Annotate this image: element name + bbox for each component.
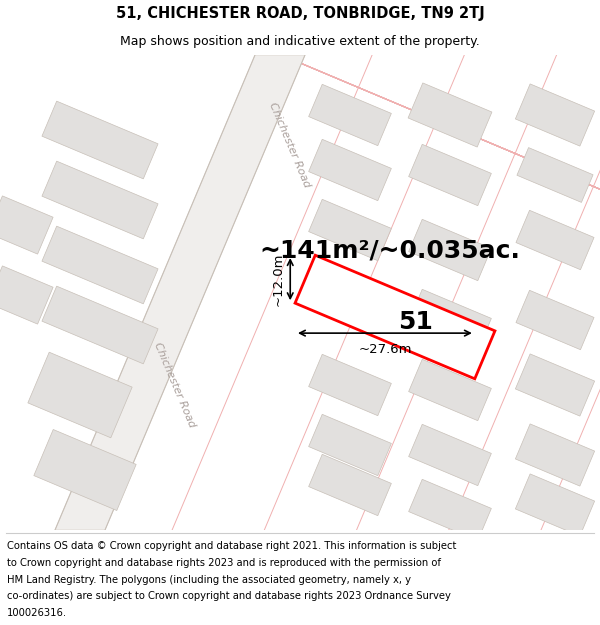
Text: HM Land Registry. The polygons (including the associated geometry, namely x, y: HM Land Registry. The polygons (includin… xyxy=(7,574,411,584)
Polygon shape xyxy=(42,286,158,364)
Polygon shape xyxy=(42,101,158,179)
Polygon shape xyxy=(409,144,491,206)
Text: ~12.0m: ~12.0m xyxy=(272,253,285,306)
Text: to Crown copyright and database rights 2023 and is reproduced with the permissio: to Crown copyright and database rights 2… xyxy=(7,558,441,568)
Polygon shape xyxy=(516,210,594,270)
Polygon shape xyxy=(308,414,391,476)
Polygon shape xyxy=(0,266,53,324)
Polygon shape xyxy=(409,359,491,421)
Polygon shape xyxy=(308,259,391,321)
Text: 51: 51 xyxy=(398,310,433,334)
Polygon shape xyxy=(516,290,594,350)
Polygon shape xyxy=(42,226,158,304)
Polygon shape xyxy=(42,161,158,239)
Polygon shape xyxy=(28,352,132,437)
Polygon shape xyxy=(409,424,491,486)
Polygon shape xyxy=(308,84,391,146)
Polygon shape xyxy=(409,479,491,541)
Text: Map shows position and indicative extent of the property.: Map shows position and indicative extent… xyxy=(120,35,480,48)
Polygon shape xyxy=(308,139,391,201)
Polygon shape xyxy=(409,219,491,281)
Text: ~141m²/~0.035ac.: ~141m²/~0.035ac. xyxy=(260,238,520,262)
Polygon shape xyxy=(308,454,391,516)
Text: Contains OS data © Crown copyright and database right 2021. This information is : Contains OS data © Crown copyright and d… xyxy=(7,541,457,551)
Polygon shape xyxy=(0,196,53,254)
Polygon shape xyxy=(515,84,595,146)
Polygon shape xyxy=(517,148,593,202)
Text: 100026316.: 100026316. xyxy=(7,608,67,618)
Polygon shape xyxy=(515,424,595,486)
Text: ~27.6m: ~27.6m xyxy=(358,342,412,356)
Text: Chichester Road: Chichester Road xyxy=(152,341,197,429)
Polygon shape xyxy=(408,83,492,147)
Polygon shape xyxy=(409,289,491,351)
Text: co-ordinates) are subject to Crown copyright and database rights 2023 Ordnance S: co-ordinates) are subject to Crown copyr… xyxy=(7,591,451,601)
Polygon shape xyxy=(308,354,391,416)
Polygon shape xyxy=(55,55,305,530)
Polygon shape xyxy=(515,474,595,536)
Polygon shape xyxy=(515,354,595,416)
Text: Chichester Road: Chichester Road xyxy=(268,101,313,189)
Polygon shape xyxy=(295,255,495,379)
Text: 51, CHICHESTER ROAD, TONBRIDGE, TN9 2TJ: 51, CHICHESTER ROAD, TONBRIDGE, TN9 2TJ xyxy=(116,6,484,21)
Polygon shape xyxy=(308,199,391,261)
Polygon shape xyxy=(34,429,136,511)
